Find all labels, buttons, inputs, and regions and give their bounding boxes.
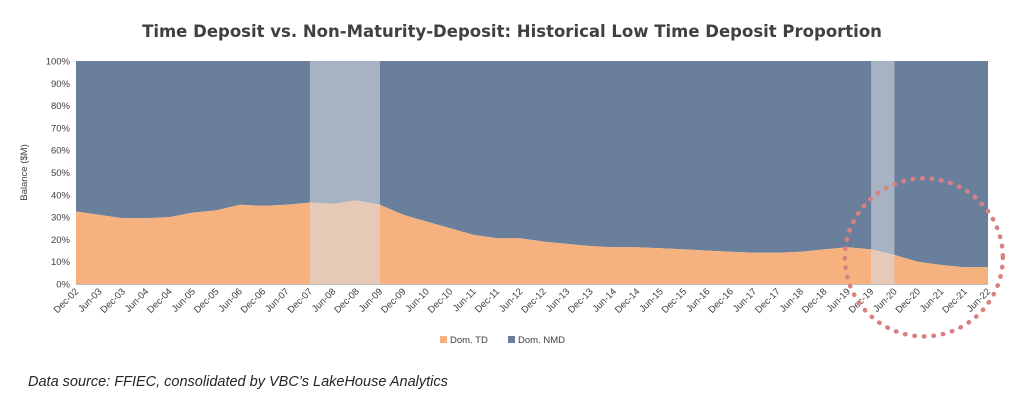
x-tick-label: Dec-09: [379, 286, 408, 315]
legend-label: Dom. NMD: [518, 335, 565, 346]
y-tick-label: 90%: [51, 79, 71, 90]
plot-layer: [76, 61, 988, 284]
shaded-period-recession-2020: [871, 61, 895, 284]
x-tick-label: Dec-08: [332, 286, 361, 315]
y-axis-title: Balance ($M): [19, 144, 30, 201]
x-tick-label: Dec-20: [894, 286, 923, 315]
legend-label: Dom. TD: [450, 335, 488, 346]
y-tick-label: 10%: [51, 257, 71, 268]
x-tick-label: Dec-15: [660, 286, 689, 315]
x-tick-label: Dec-04: [145, 286, 174, 315]
x-tick-label: Dec-11: [473, 286, 502, 315]
y-tick-label: 20%: [51, 235, 71, 246]
y-tick-label: 50%: [51, 168, 71, 179]
chart-title: Time Deposit vs. Non-Maturity-Deposit: H…: [142, 22, 882, 41]
legend-item: Dom. NMD: [508, 335, 565, 346]
x-tick-label: Dec-17: [753, 286, 782, 315]
source-note: Data source: FFIEC, consolidated by VBC’…: [28, 374, 448, 390]
y-tick-label: 0%: [56, 280, 70, 291]
y-tick-label: 80%: [51, 101, 71, 112]
series-area-dom-nmd: [76, 61, 988, 268]
y-tick-label: 30%: [51, 213, 71, 224]
x-tick-label: Dec-12: [519, 286, 548, 315]
x-tick-label: Dec-13: [566, 286, 595, 315]
x-tick-label: Dec-19: [847, 286, 876, 315]
legend-swatch: [440, 336, 447, 343]
y-tick-label: 100%: [46, 57, 71, 68]
x-tick-label: Dec-05: [192, 286, 221, 315]
legend-swatch: [508, 336, 515, 343]
x-tick-label: Dec-14: [613, 286, 642, 315]
x-tick-label: Dec-02: [52, 286, 81, 315]
legend: Dom. TD Dom. NMD: [440, 335, 565, 346]
x-tick-label: Dec-21: [940, 286, 969, 315]
highlight-circle: [842, 176, 1006, 339]
series-area-dom-td: [76, 200, 988, 284]
annotation-layer: [842, 176, 1006, 339]
x-tick-label: Dec-18: [800, 286, 829, 315]
x-tick-label: Dec-03: [98, 286, 127, 315]
x-tick-label: Dec-06: [239, 286, 268, 315]
y-tick-label: 70%: [51, 123, 71, 134]
y-tick-label: 40%: [51, 190, 71, 201]
chart-area: 0% 10% 20% 30% 40% 50% 60% 70% 80% 90% 100% Balance…: [19, 57, 1006, 346]
x-tick-label: Dec-07: [286, 286, 315, 315]
shaded-period-recession-2008: [309, 61, 380, 284]
x-tick-label: Dec-10: [426, 286, 455, 315]
y-tick-label: 60%: [51, 146, 71, 157]
x-tick-label: Dec-16: [706, 286, 735, 315]
legend-item: Dom. TD: [440, 335, 488, 346]
